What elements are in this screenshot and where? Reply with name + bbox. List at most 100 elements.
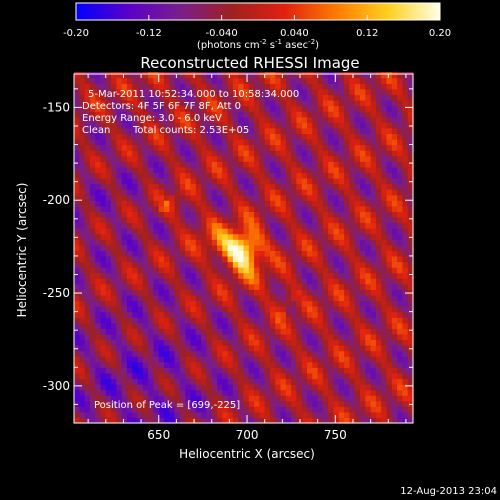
heatmap-cell <box>312 345 319 352</box>
heatmap-cell <box>375 194 382 201</box>
heatmap-cell <box>206 261 213 268</box>
heatmap-cell <box>238 172 245 179</box>
heatmap-cell <box>158 105 165 112</box>
heatmap-cell <box>317 122 324 129</box>
heatmap-cell <box>158 333 165 341</box>
heatmap-cell <box>291 283 298 290</box>
heatmap-cell <box>217 400 223 407</box>
heatmap-cell <box>206 389 213 396</box>
heatmap-cell <box>354 116 361 123</box>
heatmap-cell <box>291 294 298 302</box>
heatmap-cell <box>386 216 393 224</box>
heatmap-cell <box>190 367 197 374</box>
heatmap-cell <box>254 294 260 302</box>
heatmap-cell <box>275 389 282 396</box>
heatmap-cell <box>132 111 139 118</box>
heatmap-cell <box>365 138 372 146</box>
heatmap-cell <box>79 250 86 257</box>
heatmap-cell <box>116 239 123 246</box>
heatmap-cell <box>132 294 139 302</box>
heatmap-cell <box>264 389 271 396</box>
heatmap-cell <box>232 138 239 146</box>
heatmap-cell <box>275 400 282 407</box>
heatmap-cell <box>153 322 160 329</box>
heatmap-cell <box>206 255 213 263</box>
heatmap-cell <box>174 216 181 224</box>
heatmap-cell <box>195 250 202 257</box>
heatmap-cell <box>153 411 160 419</box>
heatmap-cell <box>312 183 319 190</box>
heatmap-cell <box>407 322 414 329</box>
heatmap-cell <box>217 333 223 341</box>
heatmap-cell <box>121 228 128 235</box>
heatmap-cell <box>338 194 345 201</box>
heatmap-cell <box>164 350 170 357</box>
heatmap-cell <box>243 72 250 79</box>
heatmap-cell <box>174 267 181 274</box>
heatmap-cell <box>407 127 414 135</box>
heatmap-cell <box>142 267 149 274</box>
heatmap-cell <box>179 233 186 240</box>
heatmap-cell <box>105 155 112 162</box>
heatmap-cell <box>338 345 345 352</box>
heatmap-cell <box>190 172 197 179</box>
heatmap-cell <box>89 183 96 190</box>
heatmap-cell <box>317 395 324 402</box>
heatmap-cell <box>259 127 266 135</box>
heatmap-cell <box>312 83 319 90</box>
heatmap-cell <box>254 372 260 380</box>
heatmap-cell <box>148 99 155 107</box>
heatmap-cell <box>375 183 382 190</box>
heatmap-cell <box>333 372 340 380</box>
heatmap-cell <box>275 322 282 329</box>
heatmap-cell <box>407 356 414 363</box>
heatmap-cell <box>137 411 144 419</box>
heatmap-cell <box>269 216 276 224</box>
heatmap-cell <box>349 261 356 268</box>
heatmap-cell <box>179 200 186 207</box>
heatmap-cell <box>185 144 192 151</box>
heatmap-cell <box>275 333 282 341</box>
heatmap-cell <box>328 300 335 307</box>
heatmap-cell <box>386 267 393 274</box>
heatmap-cell <box>370 361 377 368</box>
heatmap-cell <box>381 250 388 257</box>
heatmap-cell <box>360 155 366 162</box>
heatmap-cell <box>227 99 234 107</box>
heatmap-cell <box>275 194 282 201</box>
heatmap-cell <box>280 150 287 157</box>
heatmap-cell <box>243 144 250 151</box>
heatmap-cell <box>222 294 229 302</box>
heatmap-cell <box>243 205 250 212</box>
heatmap-cell <box>275 233 282 240</box>
heatmap-cell <box>227 395 234 402</box>
heatmap-cell <box>269 289 276 296</box>
heatmap-cell <box>243 406 250 413</box>
heatmap-cell <box>386 111 393 118</box>
heatmap-cell <box>217 161 223 168</box>
heatmap-cell <box>259 361 266 368</box>
heatmap-cell <box>201 177 208 185</box>
heatmap-cell <box>381 389 388 396</box>
heatmap-cell <box>126 94 133 101</box>
heatmap-cell <box>158 378 165 385</box>
heatmap-cell <box>349 395 356 402</box>
heatmap-cell <box>111 161 117 168</box>
heatmap-cell <box>142 105 149 112</box>
heatmap-cell <box>206 233 213 240</box>
heatmap-cell <box>217 328 223 335</box>
heatmap-cell <box>280 111 287 118</box>
heatmap-cell <box>132 200 139 207</box>
heatmap-cell <box>158 356 165 363</box>
heatmap-cell <box>333 72 340 79</box>
heatmap-cell <box>238 367 245 374</box>
heatmap-cell <box>84 161 91 168</box>
heatmap-cell <box>195 272 202 279</box>
heatmap-cell <box>370 322 377 329</box>
heatmap-cell <box>402 361 409 368</box>
heatmap-cell <box>381 72 388 79</box>
heatmap-cell <box>116 356 123 363</box>
heatmap-cell <box>79 133 86 140</box>
heatmap-cell <box>142 77 149 84</box>
heatmap-cell <box>291 417 298 424</box>
